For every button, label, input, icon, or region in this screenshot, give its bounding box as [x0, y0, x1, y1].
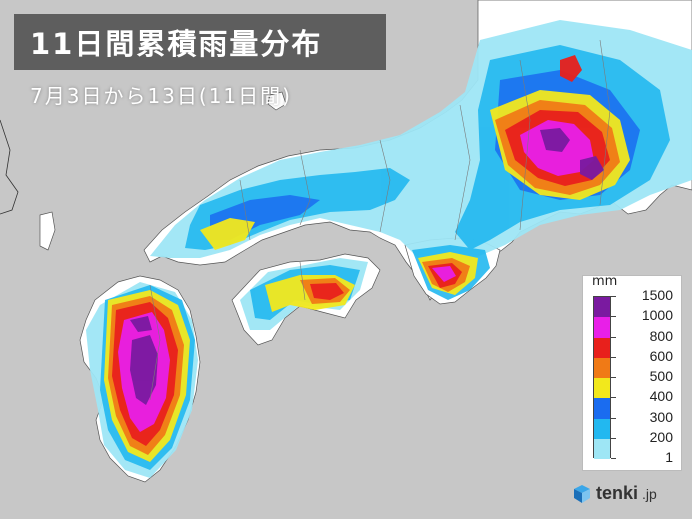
legend-swatch-1000 [594, 317, 610, 338]
legend-swatch-300 [594, 418, 610, 439]
legend-label-300: 300 [649, 408, 673, 425]
oki-island [267, 91, 287, 111]
legend-label-400: 400 [649, 388, 673, 405]
legend-tick [611, 316, 616, 318]
legend-label-1: 1 [665, 449, 673, 465]
legend-swatch-1500 [594, 297, 610, 318]
legend-tick [611, 397, 616, 399]
legend-tick [611, 296, 616, 297]
legend-swatch-200 [594, 438, 610, 459]
brand-domain: .jp [642, 485, 657, 502]
rainfall-legend: mm 1500 1000 800 600 500 400 300 200 1 [582, 274, 682, 471]
brand-name: tenki [596, 483, 639, 503]
rain-1500-layer [130, 128, 604, 405]
legend-color-bar [593, 296, 611, 459]
legend-tick [611, 417, 616, 419]
legend-swatch-600 [594, 357, 610, 378]
tenki-cube-icon [574, 484, 590, 503]
legend-unit: mm [592, 274, 618, 289]
legend-label-500: 500 [649, 368, 673, 384]
legend-label-200: 200 [649, 428, 673, 445]
legend-tick [611, 336, 616, 338]
legend-label-1500: 1500 [641, 287, 673, 303]
legend-swatch-800 [594, 337, 610, 358]
prefecture-borders [149, 39, 611, 401]
tenki-brand: tenki .jp [572, 483, 657, 504]
legend-tick [611, 458, 616, 459]
map-period-subtitle: 7月3日から13日(11日間) [30, 84, 292, 108]
legend-label-1000: 1000 [641, 307, 673, 324]
legend-tick [611, 356, 616, 358]
korea-coast [0, 119, 19, 215]
legend-swatch-400 [594, 398, 610, 419]
legend-tick [611, 377, 616, 378]
tsushima-island [39, 211, 56, 251]
legend-label-800: 800 [649, 327, 673, 344]
legend-label-600: 600 [649, 347, 673, 364]
legend-swatch-500 [594, 378, 610, 399]
map-title: 11日間累積雨量分布 [14, 14, 386, 70]
legend-tick [611, 437, 616, 439]
